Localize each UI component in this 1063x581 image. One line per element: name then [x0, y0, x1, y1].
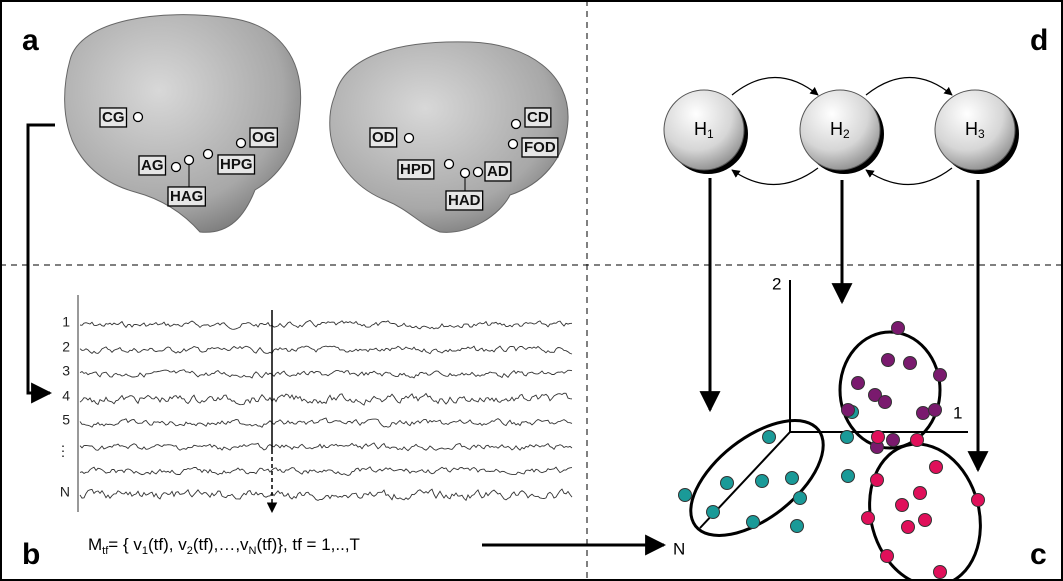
sample-dot [930, 461, 943, 474]
state-index: 2 [843, 127, 850, 141]
sample-dot [794, 492, 807, 505]
electrode-dot [509, 140, 518, 149]
channel-label: ⋮ [56, 443, 70, 459]
electrode-label: CD [527, 109, 549, 126]
formula-part: (tf)}, tf = 1,..,T [257, 535, 360, 554]
eeg-trace [80, 346, 572, 354]
electrode-dot [512, 120, 521, 129]
sample-dot [747, 516, 760, 529]
sample-dot [934, 369, 947, 382]
transition [866, 168, 952, 185]
sample-dot [841, 431, 854, 444]
sample-dot [972, 494, 985, 507]
eeg-trace [80, 393, 572, 405]
eeg-trace [80, 370, 572, 378]
sample-dot [879, 396, 892, 409]
sample-dot [842, 404, 855, 417]
cluster [854, 431, 996, 581]
electrode-dot [185, 156, 194, 165]
sample-dot [911, 434, 924, 447]
eeg-trace [80, 320, 572, 329]
formula-part: (tf),…,v [193, 535, 249, 554]
sample-dot [887, 434, 900, 447]
sample-dot [862, 512, 875, 525]
state-letter: H [830, 119, 843, 139]
electrode-dot [445, 160, 454, 169]
sample-dot [763, 431, 776, 444]
electrode-dot [237, 139, 246, 148]
electrode-dot [172, 163, 181, 172]
eeg-trace [80, 418, 572, 427]
electrode-dot [204, 150, 213, 159]
figure: a b c d CG OG HPG AG HAG OD CD FOD HPD AD HAD 1 2 3 4… [0, 0, 1063, 581]
state-letter: H [694, 119, 707, 139]
formula-part: (tf), v [148, 535, 187, 554]
transition [732, 168, 818, 185]
sample-dot [902, 521, 915, 534]
electrode-label: HAD [448, 192, 481, 209]
state-index: 1 [707, 127, 714, 141]
channel-label: 4 [62, 388, 70, 404]
sample-dot [707, 506, 720, 519]
axis-label: 1 [953, 403, 962, 422]
sample-dot [934, 566, 947, 579]
sample-dot [852, 377, 865, 390]
sample-dot [842, 470, 855, 483]
electrode-label: HAG [170, 188, 203, 205]
panel-label: a [22, 24, 39, 57]
electrode-dot [405, 134, 414, 143]
electrode-dot [134, 113, 143, 122]
formula: Mtf= { v1(tf), v2(tf),…,vN(tf)}, tf = 1,… [88, 535, 360, 556]
channel-label: 2 [62, 339, 70, 355]
channel-label: 5 [62, 412, 70, 428]
sample-dot [914, 487, 927, 500]
electrode-label: AD [487, 163, 509, 180]
sample-dot [871, 474, 884, 487]
channel-label: 3 [62, 363, 70, 379]
sample-dot [882, 354, 895, 367]
panel-label: d [1030, 24, 1048, 57]
sample-dot [929, 404, 942, 417]
formula-part: N [249, 545, 257, 557]
sample-dot [756, 475, 769, 488]
electrode-label: AG [141, 157, 164, 174]
formula-part: M [88, 535, 102, 554]
page: a b c d CG OG HPG AG HAG OD CD FOD HPD AD HAD 1 2 3 4… [0, 0, 1063, 581]
state-letter: H [965, 119, 978, 139]
sample-dot [896, 499, 909, 512]
panel-label: c [1030, 538, 1047, 571]
eeg-trace [80, 489, 572, 500]
axis-label: 2 [772, 274, 781, 293]
sample-dot [679, 489, 692, 502]
electrode-label: OG [252, 129, 275, 146]
axis-label: N [673, 539, 685, 558]
panel-label: b [22, 538, 40, 571]
transition [866, 78, 952, 96]
channel-label: 1 [62, 314, 70, 330]
sample-dot [786, 472, 799, 485]
electrode-label: HPG [220, 156, 253, 173]
electrode-label: FOD [524, 139, 556, 156]
sample-dot [917, 407, 930, 420]
state-index: 3 [978, 127, 985, 141]
electrode-label: HPD [400, 161, 432, 178]
sample-dot [892, 322, 905, 335]
sample-dot [721, 477, 734, 490]
eeg-trace [80, 443, 572, 451]
sample-dot [881, 550, 894, 563]
sample-dot [791, 520, 804, 533]
electrode-dot [461, 169, 470, 178]
electrode-label: OD [372, 129, 395, 146]
sample-dot [904, 357, 917, 370]
formula-part: = { v [108, 535, 142, 554]
cluster [840, 332, 940, 448]
eeg-trace [80, 467, 572, 476]
sample-dot [919, 514, 932, 527]
bracket-arrow [28, 125, 55, 393]
channel-label: N [60, 484, 70, 500]
electrode-dot [474, 168, 483, 177]
transition [732, 78, 818, 96]
sample-dot [872, 431, 885, 444]
electrode-label: CG [102, 109, 125, 126]
